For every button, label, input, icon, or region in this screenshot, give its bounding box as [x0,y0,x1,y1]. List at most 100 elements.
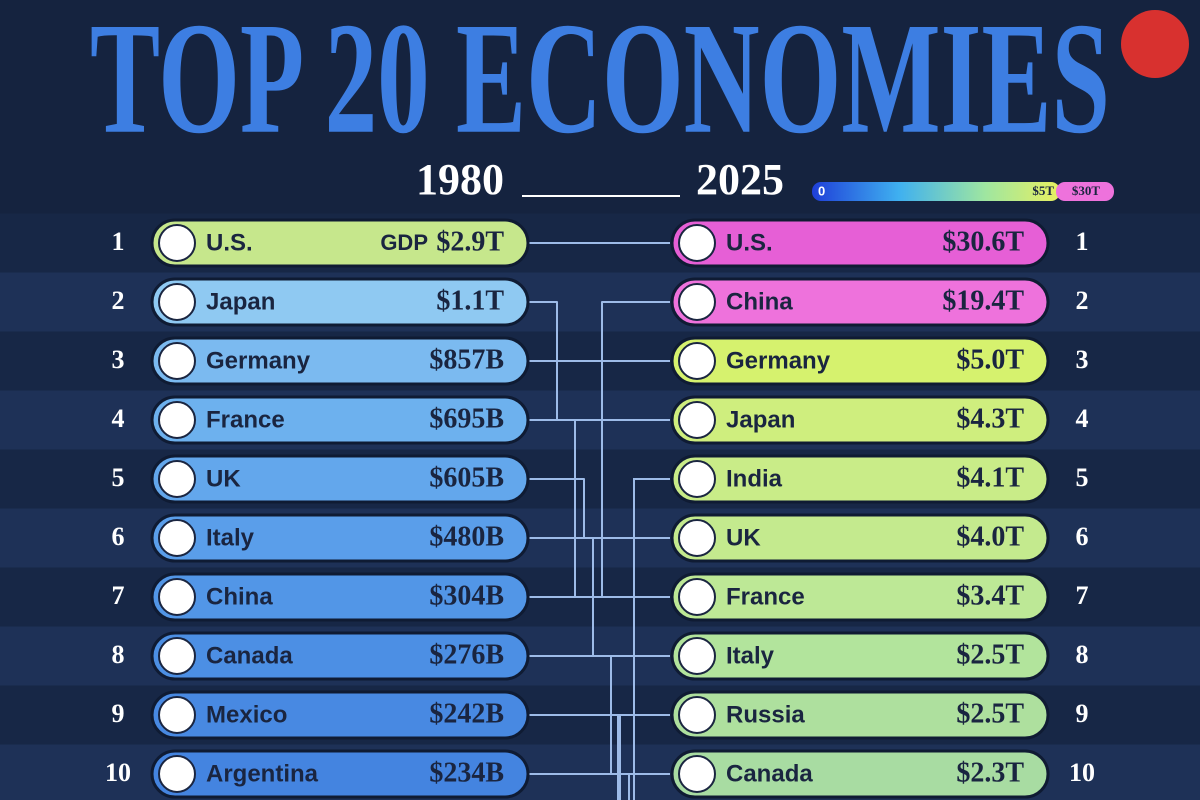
gdp-value: $242B [429,698,504,729]
rank: 9 [112,699,125,728]
country: India [726,465,783,492]
pill [150,454,530,504]
gdp-value: $480B [429,521,504,552]
ranking-row: 2 China $19.4T [670,277,1089,327]
ranking-row: 7 France $3.4T [670,572,1089,622]
connector [528,301,670,598]
ranking-row: 3 Germany $5.0T [670,336,1089,386]
ranking-row: 1 U.S. $30.6T [670,218,1089,268]
flag [158,519,196,557]
gdp-value: $2.3T [956,757,1024,788]
ranking-row: 10 Canada $2.3T [670,749,1095,799]
rank: 6 [1076,522,1089,551]
gdp-label: GDP [380,230,428,255]
gdp-value: $3.4T [956,580,1024,611]
connector [617,714,670,800]
ranking-row: 2 Japan $1.1T [112,277,530,327]
rank: 2 [1076,286,1089,315]
country: Germany [206,347,311,374]
country: Canada [206,642,293,669]
pill [150,690,530,740]
ranking-row: 4 Japan $4.3T [670,395,1089,445]
pill [150,218,530,268]
flag [678,224,716,262]
rank: 5 [112,463,125,492]
country: Germany [726,347,831,374]
rank: 1 [112,227,125,256]
flag [678,637,716,675]
rank: 5 [1076,463,1089,492]
rank: 8 [112,640,125,669]
ranking-row: 7 China $304B [112,572,530,622]
flag [158,637,196,675]
pill [670,690,1050,740]
country: France [726,583,805,610]
rank: 1 [1076,227,1089,256]
country: Russia [726,701,805,728]
pill [670,336,1050,386]
country: Mexico [206,701,287,728]
country: Italy [726,642,775,669]
gdp-value: $304B [429,580,504,611]
flag [678,460,716,498]
country: UK [206,465,241,492]
scale-mid: $5T [1032,183,1054,198]
country: Argentina [206,760,319,787]
pill [670,749,1050,799]
gdp-value: $2.5T [956,698,1024,729]
gdp-value: $4.1T [956,462,1024,493]
ranking-row: 4 France $695B [112,395,530,445]
flag [158,224,196,262]
pill [150,336,530,386]
gdp-value: $30.6T [942,226,1024,257]
rank: 7 [112,581,125,610]
title: TOP 20 ECONOMIES [90,0,1110,167]
pill [150,749,530,799]
gdp-value: $5.0T [956,344,1024,375]
rank: 2 [112,286,125,315]
pill [670,631,1050,681]
rank: 10 [105,758,131,787]
gdp-value: $4.0T [956,521,1024,552]
ranking-row: 1 U.S. $2.9T [112,218,530,268]
country: U.S. [726,229,773,256]
connector [528,773,630,800]
country: UK [726,524,761,551]
ranking-row: 8 Italy $2.5T [670,631,1089,681]
rank: 10 [1069,758,1095,787]
ranking-row: 9 Russia $2.5T [670,690,1089,740]
flag [678,342,716,380]
flag [158,401,196,439]
flag [678,755,716,793]
gdp-value: $1.1T [436,285,504,316]
ranking-row: 8 Canada $276B [112,631,530,681]
country: Japan [206,288,275,315]
ranking-row: 5 UK $605B [112,454,530,504]
rank: 6 [112,522,125,551]
scale-bar-top [1056,182,1114,201]
flag [678,283,716,321]
pill [670,218,1050,268]
flag [158,342,196,380]
gdp-value: $2.9T [436,226,504,257]
pill [670,513,1050,563]
gdp-value: $2.5T [956,639,1024,670]
rank: 3 [112,345,125,374]
connector [528,478,670,539]
gdp-value: $19.4T [942,285,1024,316]
gdp-value: $695B [429,403,504,434]
pill [670,277,1050,327]
gdp-value: $605B [429,462,504,493]
scale-min: 0 [818,183,825,198]
country: China [206,583,273,610]
country: France [206,406,285,433]
rank: 4 [112,404,125,433]
ranking-row: 9 Mexico $242B [112,690,530,740]
country: Canada [726,760,813,787]
gdp-value: $4.3T [956,403,1024,434]
pill [670,572,1050,622]
flag [678,519,716,557]
flag [678,401,716,439]
country: Italy [206,524,255,551]
